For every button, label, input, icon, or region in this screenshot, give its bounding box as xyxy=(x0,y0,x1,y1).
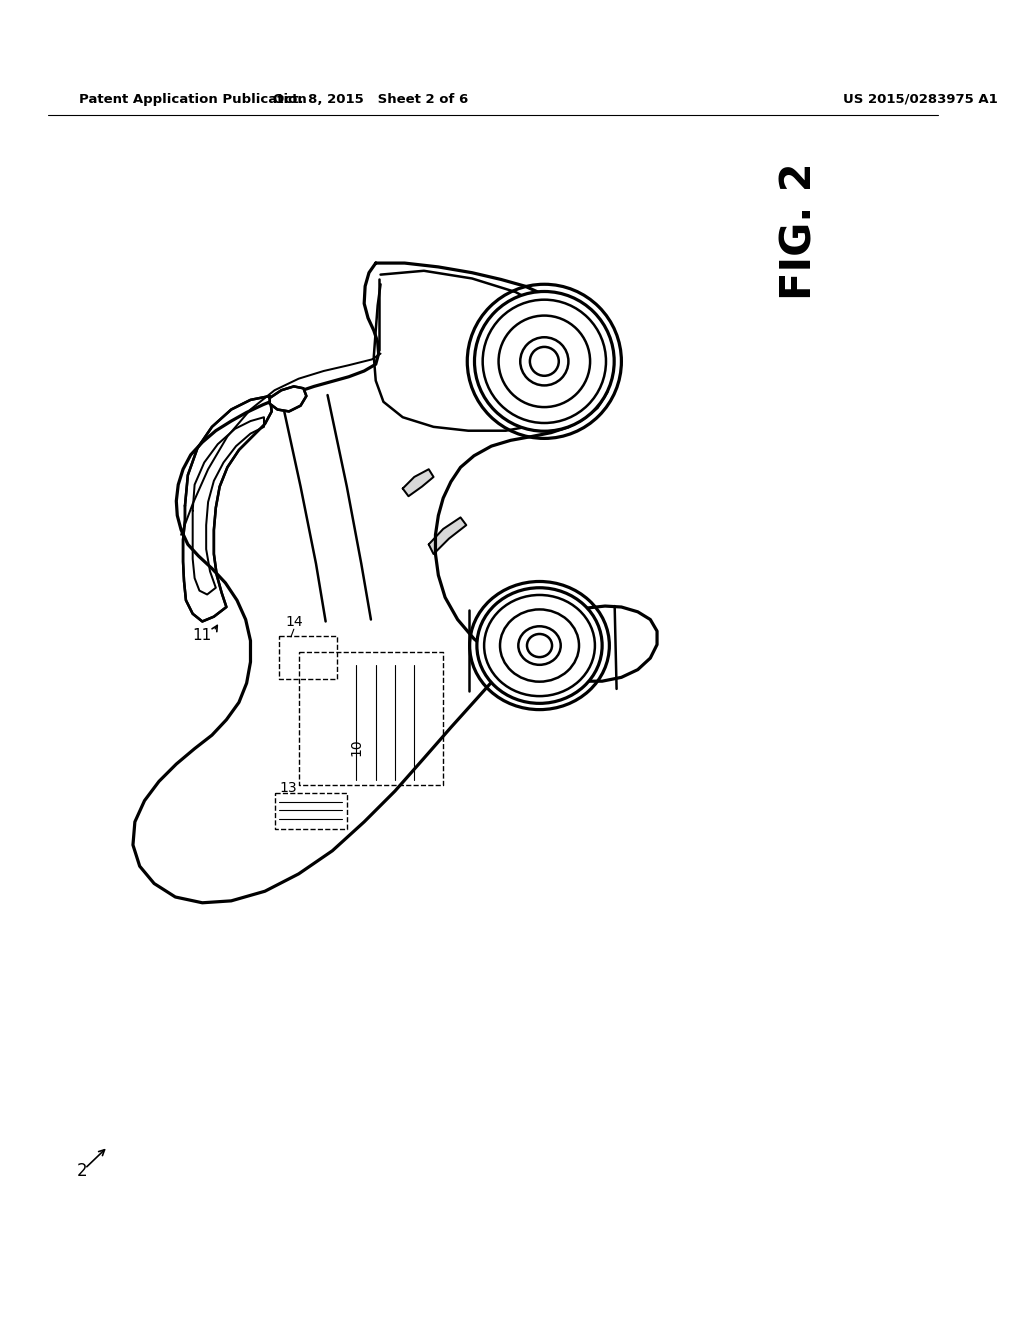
Ellipse shape xyxy=(527,634,552,657)
Ellipse shape xyxy=(529,347,559,376)
Text: Oct. 8, 2015   Sheet 2 of 6: Oct. 8, 2015 Sheet 2 of 6 xyxy=(273,92,469,106)
Text: US 2015/0283975 A1: US 2015/0283975 A1 xyxy=(843,92,997,106)
Text: 10: 10 xyxy=(349,738,364,755)
Polygon shape xyxy=(183,396,271,622)
Text: 11: 11 xyxy=(193,628,212,643)
Ellipse shape xyxy=(474,292,614,432)
Polygon shape xyxy=(429,517,466,554)
Text: FIG. 2: FIG. 2 xyxy=(778,162,820,300)
Text: 14: 14 xyxy=(285,615,303,630)
Ellipse shape xyxy=(477,587,602,704)
Polygon shape xyxy=(269,387,306,412)
Polygon shape xyxy=(402,469,433,496)
Text: 13: 13 xyxy=(280,781,297,795)
Text: Patent Application Publication: Patent Application Publication xyxy=(79,92,307,106)
Text: 2: 2 xyxy=(77,1162,88,1180)
